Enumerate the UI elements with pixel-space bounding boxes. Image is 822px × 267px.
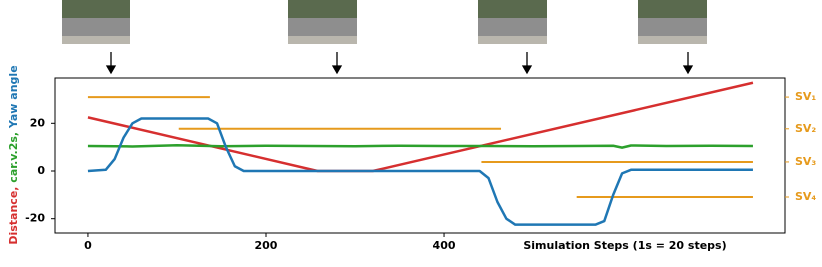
series-line xyxy=(87,81,754,173)
arrows xyxy=(105,52,694,75)
thumbnails xyxy=(62,0,707,44)
y-tick-label: 20 xyxy=(30,116,46,129)
y-label-part: Yaw angle xyxy=(7,65,20,132)
plot-frame xyxy=(54,77,786,234)
x-tick-label: 200 xyxy=(255,239,278,252)
y-axis-label: Distance, car.v.2s, Yaw angle xyxy=(7,65,20,244)
sv-label: SV₄ xyxy=(795,190,816,203)
sv-label: SV₂ xyxy=(795,122,816,135)
thumbnail xyxy=(638,0,707,44)
sv-label: SV₁ xyxy=(795,90,816,103)
y-label-part: Distance, xyxy=(7,187,20,245)
sv-label: SV₃ xyxy=(795,155,816,168)
y-tick-label: -20 xyxy=(25,212,45,225)
thumbnail xyxy=(62,0,130,44)
y-tick-label: 0 xyxy=(37,164,45,177)
y-label-part: car.v.2s, xyxy=(7,132,20,187)
x-tick-label: 400 xyxy=(433,239,456,252)
thumbnail xyxy=(288,0,357,44)
x-tick-label: 0 xyxy=(84,239,92,252)
x-axis-label: Simulation Steps (1s = 20 steps) xyxy=(523,239,726,252)
series-line xyxy=(87,117,753,226)
series-line xyxy=(87,143,753,149)
thumbnail xyxy=(478,0,547,44)
